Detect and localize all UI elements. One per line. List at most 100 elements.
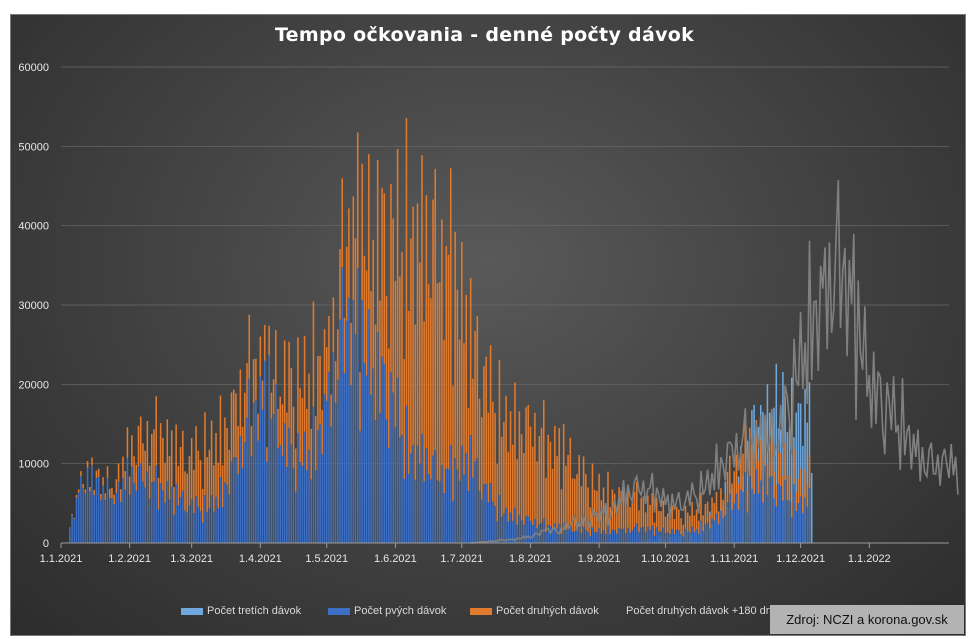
- bar-tretie: [806, 422, 809, 543]
- bar-prve: [166, 481, 169, 543]
- bar-prve: [467, 491, 470, 543]
- bar-druhe: [496, 464, 499, 522]
- bar-prve: [170, 486, 173, 543]
- bar-prve: [82, 488, 84, 543]
- bar-druhe: [170, 430, 173, 487]
- bar-druhe: [368, 154, 370, 310]
- bar-prve: [405, 405, 408, 543]
- bar-prve: [239, 435, 242, 543]
- bar-prve: [562, 523, 565, 543]
- bar-prve: [252, 402, 255, 543]
- bar-prve: [744, 472, 747, 543]
- bar-druhe: [664, 516, 667, 534]
- bar-druhe: [206, 457, 208, 513]
- bar-prve: [385, 419, 388, 543]
- bar-druhe: [651, 493, 654, 526]
- x-tick-label: 1.11.2021: [710, 553, 758, 565]
- bar-prve: [396, 377, 399, 543]
- bar-prve: [498, 494, 501, 543]
- bar-druhe: [259, 336, 262, 377]
- bar-druhe: [494, 413, 496, 507]
- bar-prve: [742, 491, 744, 543]
- bar-prve: [394, 427, 397, 543]
- bar-prve: [197, 506, 200, 543]
- bar-prve: [168, 499, 171, 543]
- bar-druhe: [215, 432, 217, 497]
- bar-prve: [173, 514, 175, 543]
- x-tick-label: 1.1.2021: [40, 553, 83, 565]
- chart-title: Tempo očkovania - denné počty dávok: [274, 24, 695, 46]
- gridlines: [61, 66, 949, 465]
- bar-druhe: [270, 392, 273, 419]
- bar-druhe: [235, 393, 237, 458]
- bar-prve: [100, 499, 102, 543]
- bar-prve: [536, 528, 538, 543]
- bar-prve: [669, 534, 671, 543]
- bar-druhe: [290, 368, 293, 445]
- bar-druhe: [345, 246, 348, 321]
- bar-tretie: [790, 377, 793, 543]
- bar-prve: [722, 517, 724, 543]
- bar-prve: [773, 498, 775, 543]
- bar-prve: [91, 465, 93, 543]
- x-tick-label: 1.9.2021: [578, 553, 621, 565]
- bar-prve: [551, 530, 554, 543]
- bar-prve: [593, 532, 596, 543]
- bar-druhe: [139, 416, 142, 463]
- bar-prve: [352, 299, 355, 543]
- bar-druhe: [735, 454, 738, 494]
- bar-prve: [337, 379, 339, 543]
- bar-druhe: [370, 291, 372, 395]
- bar-prve: [106, 478, 109, 543]
- legend-prve-swatch: [328, 607, 350, 615]
- bar-druhe: [671, 505, 673, 529]
- bar-prve: [175, 483, 177, 543]
- bar-prve: [412, 444, 414, 543]
- bar-druhe: [503, 421, 505, 514]
- bar-prve: [124, 489, 126, 543]
- bar-prve: [434, 450, 437, 543]
- bar-druhe: [407, 310, 410, 475]
- bar-druhe: [744, 420, 747, 473]
- bar-druhe: [713, 502, 716, 521]
- bar-prve: [759, 480, 762, 543]
- bar-druhe: [155, 396, 157, 466]
- bar-prve: [764, 465, 766, 543]
- bar-druhe: [766, 465, 769, 495]
- bar-druhe: [159, 423, 162, 484]
- bar-prve: [797, 502, 800, 543]
- bar-prve: [782, 500, 784, 543]
- bar-druhe: [469, 278, 472, 436]
- bar-druhe: [97, 468, 100, 478]
- bar-druhe: [363, 255, 366, 363]
- bar-prve: [403, 478, 406, 543]
- bar-druhe: [771, 435, 773, 476]
- bar-prve: [261, 409, 264, 543]
- bar-prve: [279, 445, 282, 543]
- bar-druhe: [117, 463, 120, 482]
- bar-druhe: [204, 412, 206, 495]
- bar-druhe: [86, 461, 89, 468]
- bar-prve: [629, 532, 631, 543]
- bar-prve: [587, 532, 589, 543]
- bar-prve: [321, 454, 324, 543]
- bar-prve: [748, 475, 751, 543]
- bar-druhe: [100, 493, 102, 500]
- bar-prve: [77, 492, 80, 543]
- bar-prve: [241, 467, 244, 543]
- bar-prve: [111, 498, 113, 543]
- bar-druhe: [299, 388, 301, 462]
- bar-druhe: [620, 490, 623, 530]
- bar-prve: [755, 469, 758, 543]
- bar-prve: [454, 458, 456, 543]
- series-prve-bars: [69, 267, 811, 543]
- bar-prve: [717, 524, 720, 543]
- bar-prve: [689, 532, 691, 543]
- bar-druhe: [669, 518, 671, 535]
- bar-druhe: [609, 507, 611, 535]
- bar-druhe: [323, 329, 326, 395]
- bar-prve: [164, 502, 166, 543]
- bar-prve: [299, 461, 301, 543]
- bar-druhe: [567, 454, 569, 528]
- bar-druhe: [208, 449, 211, 509]
